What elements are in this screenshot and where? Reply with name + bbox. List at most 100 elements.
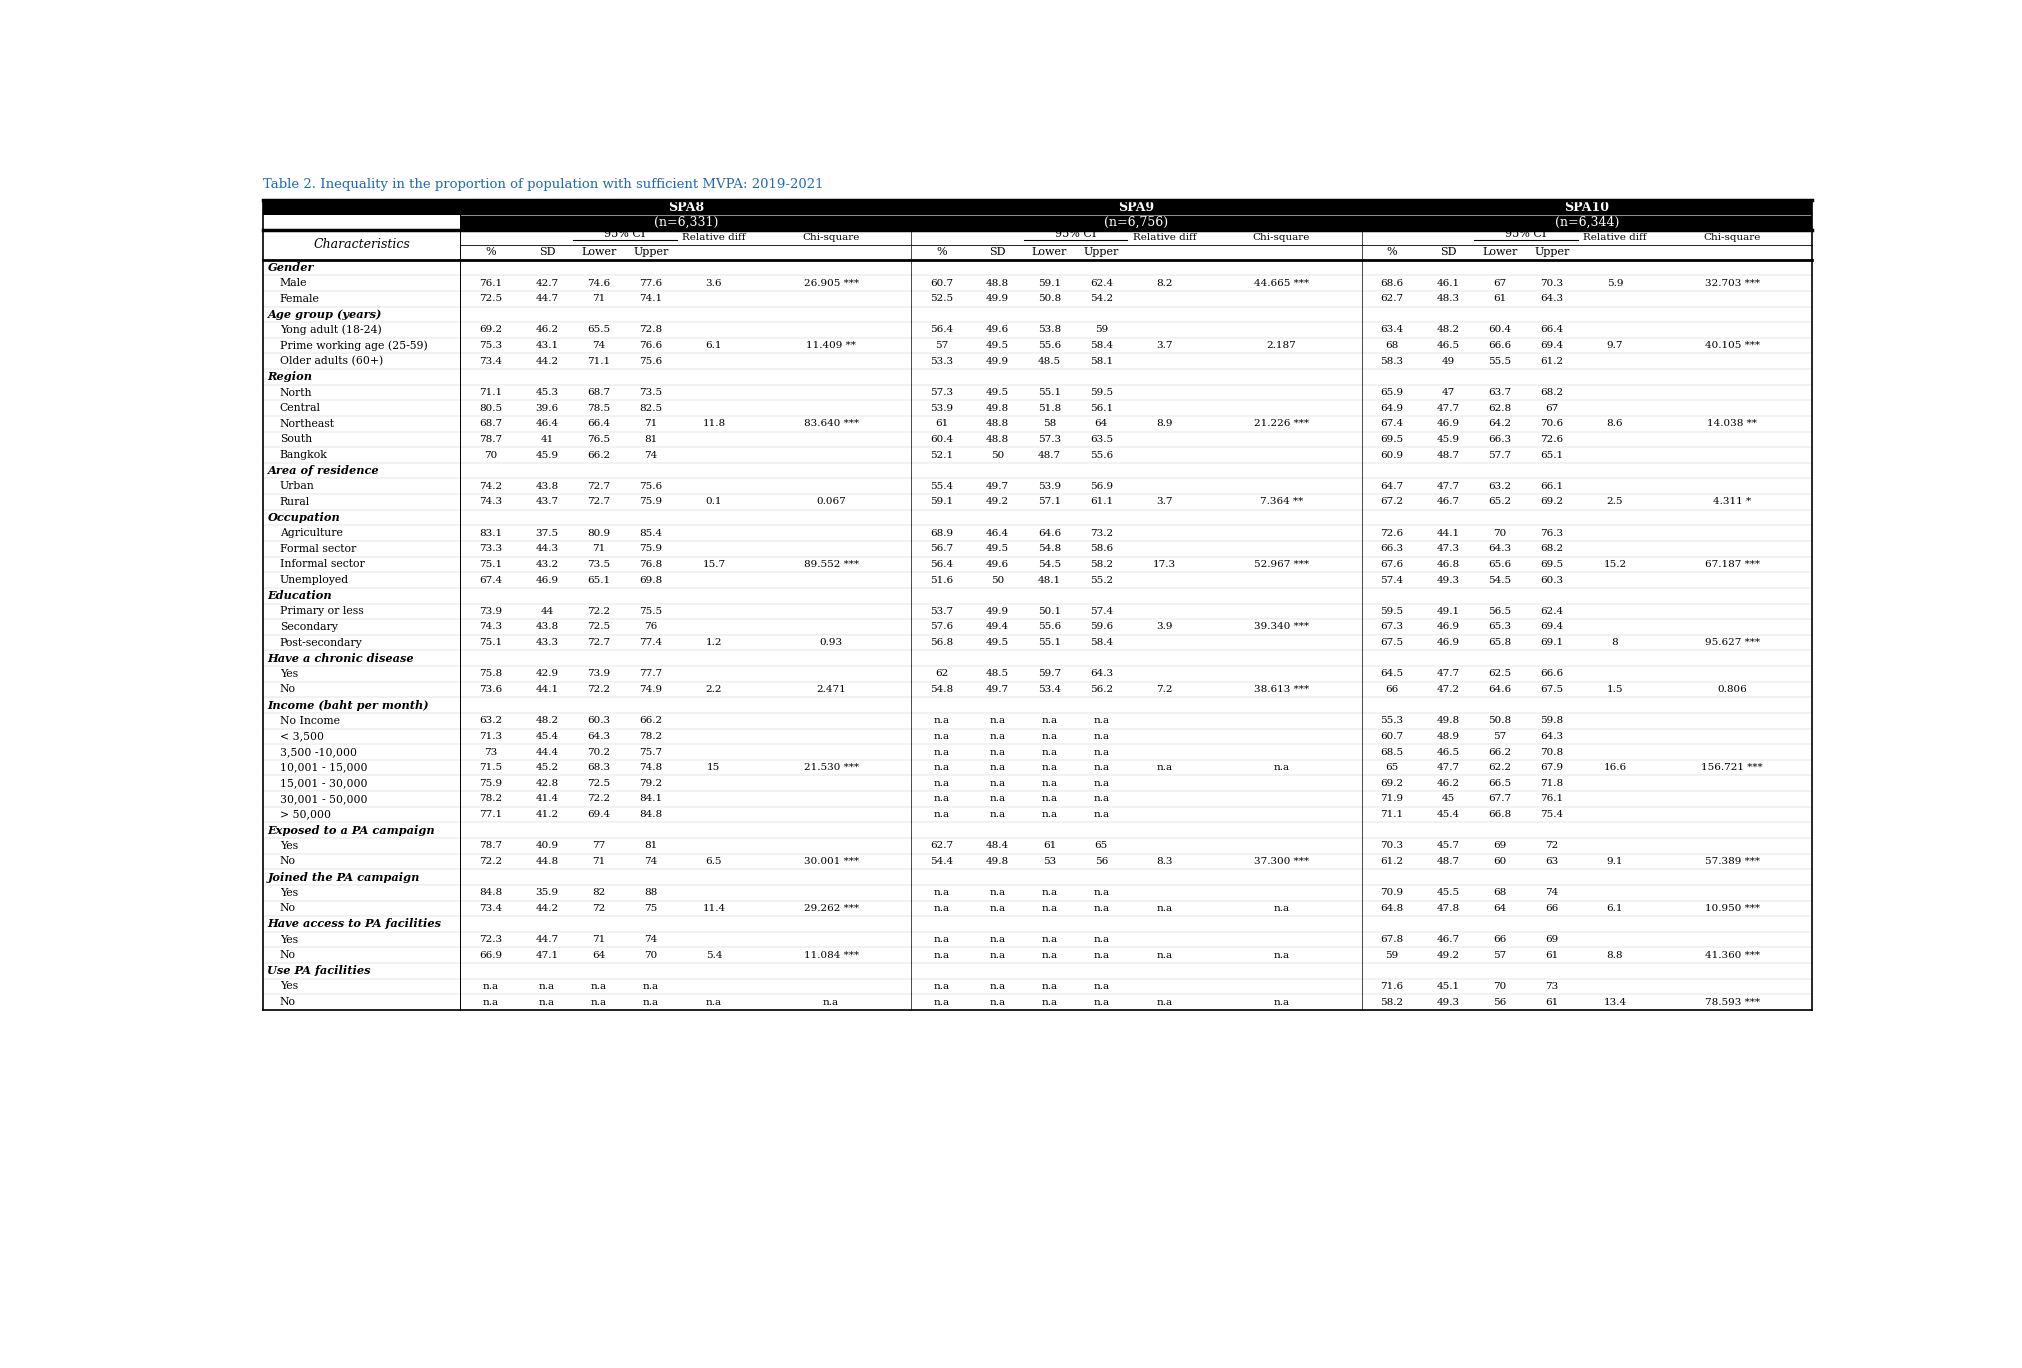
Text: 71.3: 71.3: [479, 732, 501, 741]
Text: 65.3: 65.3: [1488, 622, 1512, 632]
Text: 63.4: 63.4: [1381, 326, 1403, 335]
Text: 37.300 ***: 37.300 ***: [1254, 856, 1308, 866]
Text: 70.2: 70.2: [588, 747, 611, 757]
Text: 11.409 **: 11.409 **: [807, 341, 855, 350]
Text: 58.4: 58.4: [1090, 637, 1112, 647]
Text: 53.3: 53.3: [930, 357, 952, 365]
Text: 75: 75: [645, 904, 657, 912]
Text: 65: 65: [1385, 763, 1399, 772]
Text: 74: 74: [645, 450, 657, 460]
Text: 57.4: 57.4: [1381, 576, 1403, 584]
Text: 50.1: 50.1: [1037, 607, 1062, 616]
Text: 68.2: 68.2: [1541, 544, 1563, 553]
Text: 66.3: 66.3: [1381, 544, 1403, 553]
Text: 42.7: 42.7: [536, 279, 558, 287]
Text: 15.2: 15.2: [1603, 560, 1626, 569]
Text: 47.7: 47.7: [1438, 669, 1460, 679]
Text: Unemployed: Unemployed: [279, 575, 350, 586]
Text: 53.4: 53.4: [1037, 685, 1062, 694]
Text: 61: 61: [1043, 841, 1055, 851]
Text: 49.8: 49.8: [1438, 717, 1460, 725]
Text: Lower: Lower: [1482, 248, 1519, 257]
Text: 73.4: 73.4: [479, 904, 501, 912]
FancyBboxPatch shape: [263, 200, 1812, 215]
Text: 44.4: 44.4: [536, 747, 558, 757]
Text: 65: 65: [1094, 841, 1108, 851]
Text: 72.7: 72.7: [588, 482, 611, 491]
Text: 95.627 ***: 95.627 ***: [1705, 637, 1759, 647]
Text: 43.1: 43.1: [536, 341, 558, 350]
Text: SD: SD: [989, 248, 1007, 257]
Text: n.a: n.a: [989, 997, 1005, 1007]
Text: 76.5: 76.5: [588, 435, 611, 443]
Text: 64.3: 64.3: [1488, 544, 1512, 553]
Text: 15: 15: [708, 763, 720, 772]
Text: 81: 81: [645, 841, 657, 851]
Text: 44.1: 44.1: [1438, 528, 1460, 538]
Text: 64.9: 64.9: [1381, 404, 1403, 413]
Text: 65.2: 65.2: [1488, 498, 1512, 506]
Text: 66.2: 66.2: [639, 717, 663, 725]
Text: 61.1: 61.1: [1090, 498, 1112, 506]
Text: 47.7: 47.7: [1438, 482, 1460, 491]
Text: 61.2: 61.2: [1541, 357, 1563, 365]
Text: 66: 66: [1385, 685, 1399, 694]
Text: 70: 70: [483, 450, 497, 460]
Text: 75.6: 75.6: [639, 357, 663, 365]
Text: 67.3: 67.3: [1381, 622, 1403, 632]
Text: 5.9: 5.9: [1607, 279, 1624, 287]
Text: 49.9: 49.9: [987, 294, 1009, 304]
Text: 41.360 ***: 41.360 ***: [1705, 951, 1759, 960]
Text: 72.3: 72.3: [479, 936, 501, 944]
Text: 67.6: 67.6: [1381, 560, 1403, 569]
Text: n.a: n.a: [1041, 997, 1058, 1007]
Text: 58.2: 58.2: [1381, 997, 1403, 1007]
Text: 43.3: 43.3: [536, 637, 558, 647]
Text: 2.5: 2.5: [1607, 498, 1624, 506]
Text: 48.2: 48.2: [1438, 326, 1460, 335]
Text: Lower: Lower: [1031, 248, 1068, 257]
Text: Post-secondary: Post-secondary: [279, 637, 362, 647]
Text: n.a: n.a: [934, 888, 950, 897]
Text: 44.2: 44.2: [536, 357, 558, 365]
Text: 65.1: 65.1: [588, 576, 611, 584]
Text: Primary or less: Primary or less: [279, 606, 364, 617]
Text: %: %: [485, 248, 495, 257]
Text: 47.2: 47.2: [1438, 685, 1460, 694]
Text: 71.1: 71.1: [588, 357, 611, 365]
Text: 55.4: 55.4: [930, 482, 952, 491]
Text: No: No: [279, 951, 295, 960]
Text: 56.1: 56.1: [1090, 404, 1112, 413]
Text: 74.9: 74.9: [639, 685, 663, 694]
Text: 72.8: 72.8: [639, 326, 663, 335]
Text: 55.2: 55.2: [1090, 576, 1112, 584]
Text: 45.4: 45.4: [1438, 810, 1460, 819]
Text: n.a: n.a: [989, 936, 1005, 944]
Text: Relative diff: Relative diff: [1132, 233, 1197, 242]
Text: Have access to PA facilities: Have access to PA facilities: [267, 918, 441, 929]
Text: 56.8: 56.8: [930, 637, 952, 647]
Text: 49.9: 49.9: [987, 357, 1009, 365]
Text: 67.5: 67.5: [1541, 685, 1563, 694]
Text: 62.8: 62.8: [1488, 404, 1512, 413]
Text: 75.1: 75.1: [479, 560, 501, 569]
Text: 70.3: 70.3: [1541, 279, 1563, 287]
Text: 8.6: 8.6: [1607, 419, 1624, 428]
Text: 79.2: 79.2: [639, 778, 663, 788]
Text: 47.8: 47.8: [1438, 904, 1460, 912]
Text: 69.4: 69.4: [1541, 341, 1563, 350]
Text: Joined the PA campaign: Joined the PA campaign: [267, 871, 421, 882]
Text: 46.9: 46.9: [536, 576, 558, 584]
Text: Age group (years): Age group (years): [267, 309, 382, 320]
Text: 0.1: 0.1: [706, 498, 722, 506]
Text: Upper: Upper: [1535, 248, 1569, 257]
Text: 55.6: 55.6: [1037, 622, 1062, 632]
Text: 77.6: 77.6: [639, 279, 663, 287]
Text: 48.8: 48.8: [987, 279, 1009, 287]
Text: 6.5: 6.5: [706, 856, 722, 866]
Text: 66.3: 66.3: [1488, 435, 1512, 443]
Text: n.a: n.a: [1094, 795, 1110, 803]
Text: 71: 71: [592, 856, 607, 866]
Text: 45.1: 45.1: [1438, 982, 1460, 990]
Text: n.a: n.a: [1041, 717, 1058, 725]
